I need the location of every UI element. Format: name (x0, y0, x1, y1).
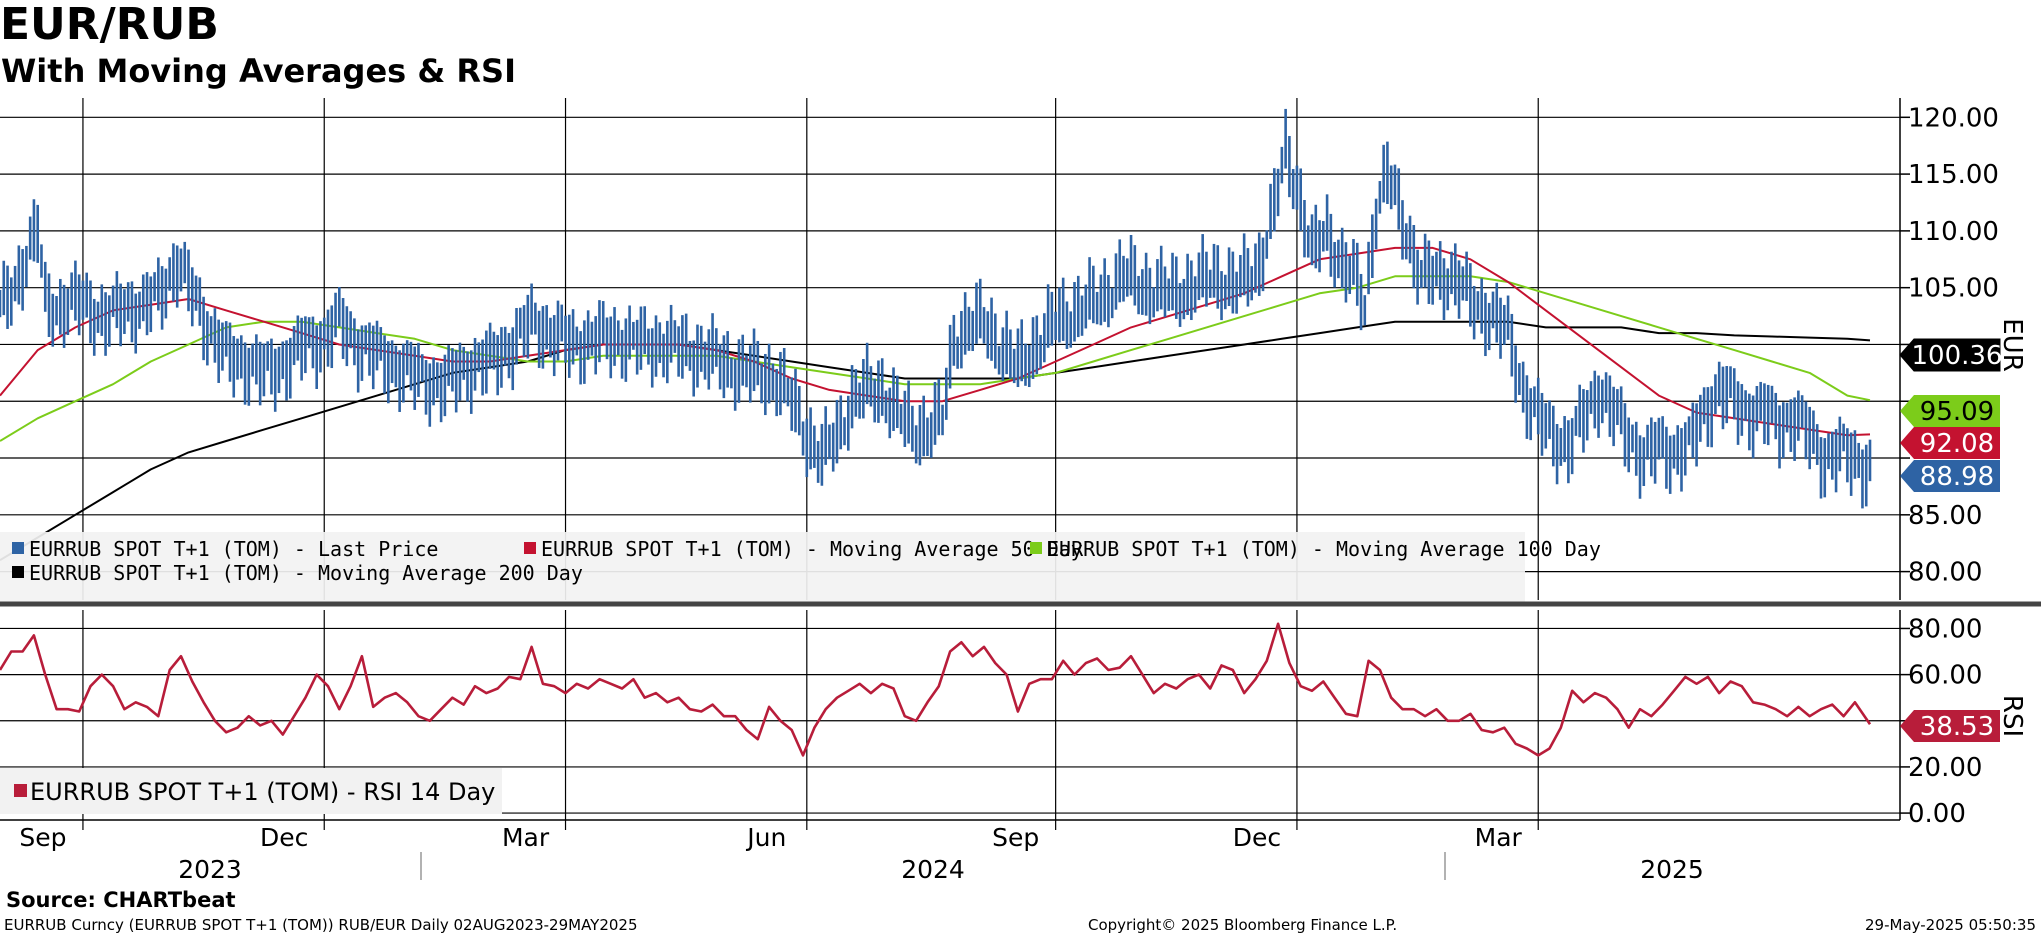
last-value-label-ma200: 100.36 (1912, 341, 2003, 371)
rsi-tick-label: 20.00 (1908, 753, 1982, 783)
x-year-label: 2024 (901, 855, 965, 884)
x-year-label: 2025 (1640, 855, 1704, 884)
rsi-axis-label: RSI (1997, 695, 2027, 737)
footer-copyright: Copyright© 2025 Bloomberg Finance L.P. (1088, 916, 1397, 934)
legend-label: EURRUB SPOT T+1 (TOM) - Moving Average 2… (29, 561, 583, 585)
price-tick-label: 115.00 (1908, 160, 1999, 190)
x-month-label: Sep (19, 823, 66, 852)
rsi-last-value-label: 38.53 (1920, 712, 1994, 742)
last-value-tag-ma50 (1900, 427, 2000, 459)
legend-label: EURRUB SPOT T+1 (TOM) - Moving Average 1… (1047, 537, 1601, 561)
rsi-legend-label: EURRUB SPOT T+1 (TOM) - RSI 14 Day (30, 778, 495, 806)
last-value-tag-price (1900, 460, 2000, 492)
x-month-label: Dec (1233, 823, 1281, 852)
rsi-tick-label: 0.00 (1908, 799, 1966, 829)
last-value-label-ma50: 92.08 (1920, 429, 1994, 459)
rsi-tick-label: 80.00 (1908, 614, 1982, 644)
last-value-label-price: 88.98 (1920, 462, 1994, 492)
footer-timestamp: 29-May-2025 05:50:35 (1865, 916, 2036, 934)
ma200-line (0, 320, 1871, 562)
footer-source: Source: CHARTbeat (6, 888, 236, 912)
x-month-label: Mar (502, 823, 550, 852)
rsi-tick-label: 60.00 (1908, 661, 1982, 691)
price-tick-label: 85.00 (1908, 501, 1982, 531)
legend-swatch (524, 542, 536, 554)
chart-subtitle: With Moving Averages & RSI (1, 52, 516, 90)
legend-swatch (1030, 542, 1042, 554)
price-tick-label: 80.00 (1908, 558, 1982, 588)
price-tick-label: 105.00 (1908, 274, 1999, 304)
price-axis-label: EUR (1997, 318, 2027, 372)
x-month-label: Dec (260, 823, 308, 852)
last-value-label-ma100: 95.09 (1920, 397, 1994, 427)
price-tick-label: 120.00 (1908, 103, 1999, 133)
legend-swatch (12, 542, 24, 554)
last-value-tag-ma100 (1900, 395, 2000, 427)
footer-description: EURRUB Curncy (EURRUB SPOT T+1 (TOM)) RU… (4, 916, 638, 934)
legend-label: EURRUB SPOT T+1 (TOM) - Moving Average 5… (541, 537, 1083, 561)
last-value-tag-ma200 (1899, 338, 2001, 372)
x-month-label: Sep (992, 823, 1039, 852)
rsi-legend-box (0, 768, 502, 814)
legend-swatch (12, 566, 24, 578)
rsi-legend-swatch (14, 784, 27, 797)
legend-label: EURRUB SPOT T+1 (TOM) - Last Price (29, 537, 438, 561)
x-month-label: Jun (745, 823, 786, 852)
x-year-label: 2023 (178, 855, 242, 884)
rsi-last-value-tag (1900, 710, 2000, 742)
chart-title: EUR/RUB (0, 0, 219, 50)
x-month-label: Mar (1475, 823, 1523, 852)
price-tick-label: 110.00 (1908, 217, 1999, 247)
price-legend-box (0, 532, 1525, 602)
rsi-line (0, 622, 1872, 757)
